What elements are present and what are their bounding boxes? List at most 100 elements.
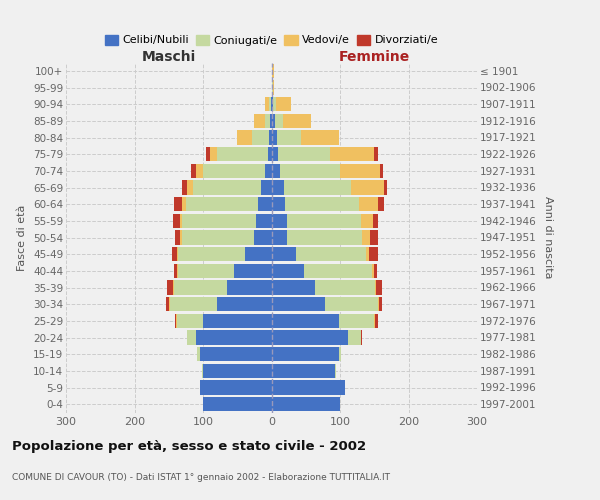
Bar [258,197,271,211]
Bar [271,264,304,278]
Bar [217,147,268,161]
Bar [379,297,382,311]
Bar [348,330,361,344]
Bar [271,80,273,94]
Bar [284,180,351,194]
Bar [227,280,271,294]
Bar [271,197,285,211]
Bar [265,97,269,112]
Bar [361,214,373,228]
Bar [191,164,196,178]
Bar [271,130,277,144]
Bar [271,97,273,112]
Bar [178,264,234,278]
Bar [176,314,177,328]
Bar [314,280,375,294]
Bar [177,264,178,278]
Bar [296,247,366,261]
Text: Femmine: Femmine [338,50,410,64]
Bar [197,347,200,361]
Y-axis label: Fasce di età: Fasce di età [17,204,28,270]
Bar [175,314,176,328]
Bar [180,214,182,228]
Bar [210,147,217,161]
Bar [173,280,227,294]
Bar [269,130,271,144]
Bar [375,280,376,294]
Bar [362,230,370,244]
Bar [166,297,169,311]
Bar [256,214,271,228]
Bar [217,297,271,311]
Bar [270,114,271,128]
Text: COMUNE DI CAVOUR (TO) - Dati ISTAT 1° gennaio 2002 - Elaborazione TUTTITALIA.IT: COMUNE DI CAVOUR (TO) - Dati ISTAT 1° ge… [12,473,390,482]
Bar [175,230,181,244]
Bar [169,297,170,311]
Bar [182,230,254,244]
Bar [287,230,362,244]
Bar [245,247,271,261]
Bar [280,164,340,178]
Bar [271,314,338,328]
Bar [325,297,379,311]
Bar [268,147,271,161]
Bar [271,114,275,128]
Bar [287,214,361,228]
Text: Maschi: Maschi [142,50,196,64]
Bar [271,330,348,344]
Bar [261,180,271,194]
Bar [335,364,336,378]
Bar [178,247,245,261]
Bar [370,247,377,261]
Bar [193,180,261,194]
Bar [200,347,271,361]
Bar [174,197,182,211]
Legend: Celibi/Nubili, Coniugati/e, Vedovi/e, Divorziati/e: Celibi/Nubili, Coniugati/e, Vedovi/e, Di… [100,30,443,50]
Bar [265,114,270,128]
Bar [272,64,274,78]
Bar [271,397,340,411]
Bar [373,214,379,228]
Bar [196,164,203,178]
Bar [271,247,296,261]
Bar [234,264,271,278]
Bar [182,180,187,194]
Bar [271,364,335,378]
Bar [170,297,217,311]
Bar [271,180,284,194]
Bar [265,164,271,178]
Bar [172,247,177,261]
Bar [203,164,265,178]
Bar [330,147,374,161]
Bar [271,280,314,294]
Bar [375,314,379,328]
Bar [374,314,375,328]
Bar [380,164,383,178]
Bar [351,180,384,194]
Bar [254,230,271,244]
Bar [379,197,384,211]
Bar [283,114,311,128]
Bar [273,80,274,94]
Bar [359,197,379,211]
Bar [202,364,203,378]
Bar [338,314,374,328]
Bar [187,180,193,194]
Bar [370,230,379,244]
Bar [237,130,253,144]
Bar [173,214,180,228]
Bar [203,397,271,411]
Y-axis label: Anni di nascita: Anni di nascita [543,196,553,278]
Bar [182,197,186,211]
Bar [254,114,265,128]
Bar [338,347,341,361]
Bar [275,114,283,128]
Bar [271,147,278,161]
Bar [196,330,271,344]
Bar [384,180,387,194]
Bar [167,280,173,294]
Bar [374,147,377,161]
Bar [276,97,292,112]
Bar [186,197,258,211]
Bar [273,97,276,112]
